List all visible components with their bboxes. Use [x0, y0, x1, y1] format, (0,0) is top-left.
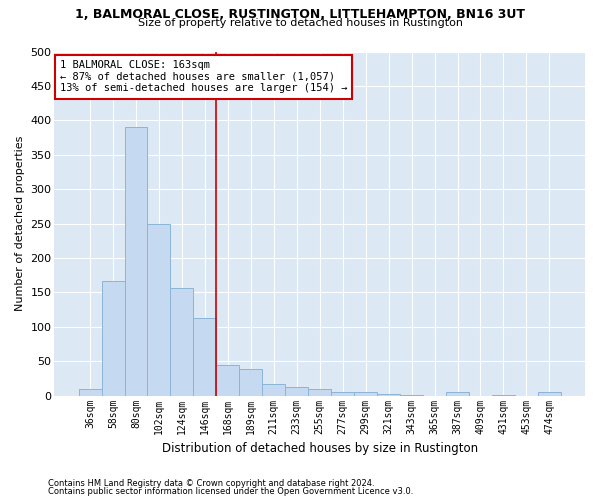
Y-axis label: Number of detached properties: Number of detached properties	[15, 136, 25, 312]
Bar	[331, 392, 354, 396]
X-axis label: Distribution of detached houses by size in Rustington: Distribution of detached houses by size …	[161, 442, 478, 455]
Text: Size of property relative to detached houses in Rustington: Size of property relative to detached ho…	[137, 18, 463, 28]
Bar	[538, 392, 561, 396]
Bar	[492, 395, 515, 396]
Bar	[79, 389, 101, 396]
Bar	[354, 392, 377, 396]
Text: 1, BALMORAL CLOSE, RUSTINGTON, LITTLEHAMPTON, BN16 3UT: 1, BALMORAL CLOSE, RUSTINGTON, LITTLEHAM…	[75, 8, 525, 20]
Bar	[148, 224, 170, 396]
Text: 1 BALMORAL CLOSE: 163sqm
← 87% of detached houses are smaller (1,057)
13% of sem: 1 BALMORAL CLOSE: 163sqm ← 87% of detach…	[60, 60, 347, 94]
Bar	[239, 369, 262, 396]
Bar	[285, 386, 308, 396]
Bar	[308, 390, 331, 396]
Bar	[377, 394, 400, 396]
Text: Contains public sector information licensed under the Open Government Licence v3: Contains public sector information licen…	[48, 487, 413, 496]
Bar	[193, 318, 217, 396]
Bar	[400, 395, 423, 396]
Text: Contains HM Land Registry data © Crown copyright and database right 2024.: Contains HM Land Registry data © Crown c…	[48, 478, 374, 488]
Bar	[262, 384, 285, 396]
Bar	[217, 366, 239, 396]
Bar	[125, 127, 148, 396]
Bar	[170, 288, 193, 396]
Bar	[446, 392, 469, 396]
Bar	[101, 280, 125, 396]
